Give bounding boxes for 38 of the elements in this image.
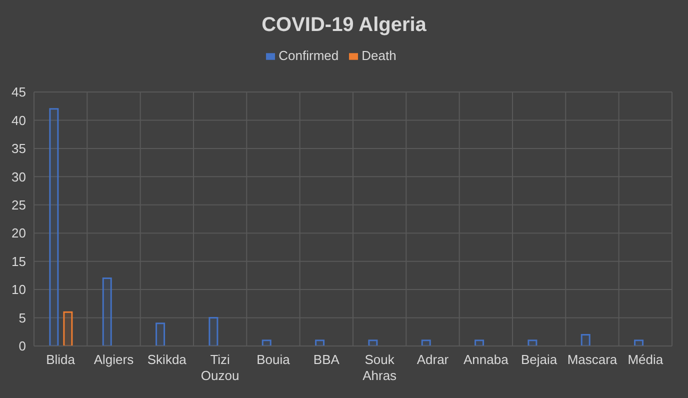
chart-title: COVID-19 Algeria bbox=[260, 13, 428, 38]
x-tick-label: Souk Ahras bbox=[362, 352, 398, 383]
bar bbox=[368, 340, 378, 346]
bar bbox=[63, 311, 73, 346]
x-tick-label: Algiers bbox=[94, 352, 134, 367]
x-tick-label: Skikda bbox=[147, 352, 188, 367]
bar bbox=[262, 340, 272, 346]
y-tick-label: 20 bbox=[12, 226, 26, 241]
y-tick-label: 5 bbox=[18, 310, 26, 326]
bar bbox=[315, 340, 325, 346]
bar bbox=[634, 340, 644, 346]
x-tick-label: Blida bbox=[46, 352, 76, 367]
bar bbox=[474, 340, 484, 346]
bar bbox=[580, 334, 590, 346]
y-tick-label: 40 bbox=[12, 112, 26, 128]
x-tick-label: Adrar bbox=[416, 352, 450, 367]
x-tick-label: Annaba bbox=[464, 352, 510, 367]
y-tick-label: 35 bbox=[12, 141, 26, 156]
bar bbox=[208, 317, 218, 346]
y-tick-label: 10 bbox=[12, 282, 26, 298]
x-tick-label: Média bbox=[628, 352, 664, 367]
bar bbox=[49, 108, 59, 346]
bar bbox=[528, 340, 538, 346]
bar bbox=[102, 278, 112, 346]
y-tick-label: 25 bbox=[12, 198, 26, 213]
x-tick-label: Bejaia bbox=[521, 352, 558, 367]
y-tick-label: 15 bbox=[12, 254, 26, 269]
x-tick-label: BBA bbox=[313, 352, 340, 367]
legend-label: Confirmed bbox=[278, 48, 339, 63]
bar bbox=[156, 322, 166, 346]
x-tick-label: Tizi Ouzou bbox=[200, 352, 240, 383]
y-tick-label: 0 bbox=[18, 338, 26, 354]
legend-label: Death bbox=[362, 48, 396, 63]
y-tick-label: 45 bbox=[12, 84, 26, 100]
x-tick-label: Bouia bbox=[256, 352, 291, 367]
y-tick-label: 30 bbox=[12, 169, 26, 184]
bar bbox=[421, 340, 431, 346]
x-tick-label: Mascara bbox=[567, 352, 618, 367]
